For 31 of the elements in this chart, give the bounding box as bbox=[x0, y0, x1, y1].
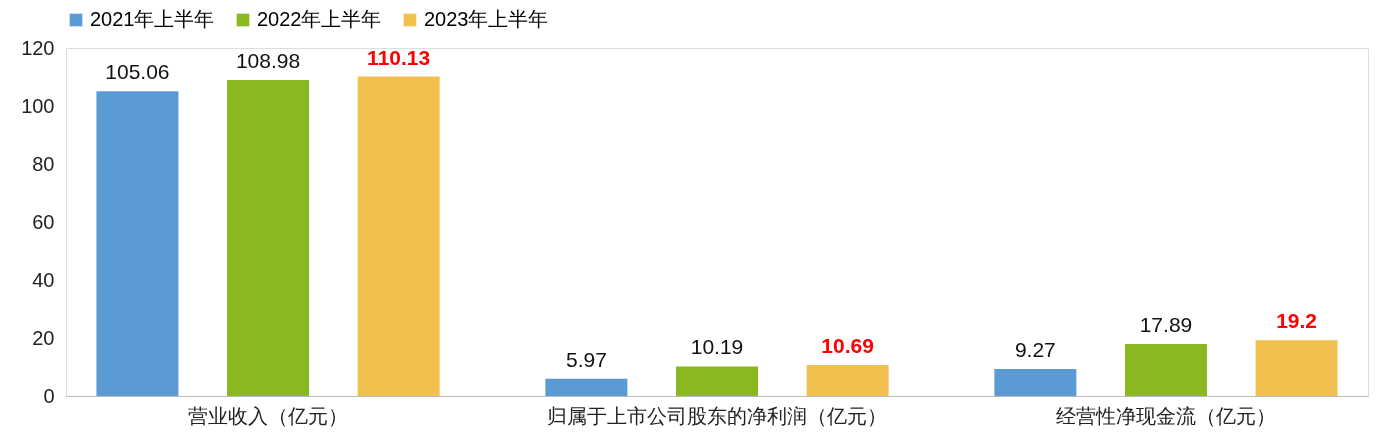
y-tick-label: 0 bbox=[43, 384, 55, 407]
y-tick-label: 20 bbox=[32, 326, 55, 349]
bar bbox=[994, 369, 1077, 396]
bar bbox=[357, 76, 440, 396]
y-tick-label: 40 bbox=[32, 268, 55, 291]
data-label: 108.98 bbox=[235, 48, 301, 72]
bar bbox=[806, 365, 889, 396]
y-tick-label: 80 bbox=[32, 152, 55, 175]
data-label: 10.69 bbox=[821, 334, 874, 357]
data-label: 5.97 bbox=[565, 347, 607, 371]
bar bbox=[227, 79, 310, 396]
data-label: 110.13 bbox=[367, 45, 431, 69]
bar bbox=[545, 378, 628, 396]
bar bbox=[96, 91, 179, 396]
data-label: 9.27 bbox=[1014, 338, 1056, 362]
data-label: 105.06 bbox=[105, 60, 170, 84]
y-tick-label: 100 bbox=[21, 94, 55, 117]
bar bbox=[676, 366, 758, 396]
x-tick-label: 营业收入（亿元） bbox=[188, 404, 349, 427]
legend-label: 2021年上半年 bbox=[90, 8, 215, 30]
x-tick-label: 经营性净现金流（亿元） bbox=[1055, 404, 1276, 427]
data-label: 10.19 bbox=[690, 335, 744, 359]
y-tick-label: 120 bbox=[21, 36, 55, 59]
bar bbox=[1124, 344, 1207, 396]
x-tick-label: 归属于上市公司股东的净利润（亿元） bbox=[547, 404, 887, 427]
legend-label: 2022年上半年 bbox=[257, 8, 382, 30]
data-label: 17.89 bbox=[1139, 313, 1193, 337]
bar bbox=[1255, 340, 1338, 396]
data-label: 19.2 bbox=[1276, 309, 1318, 333]
legend-label: 2023年上半年 bbox=[424, 8, 549, 30]
y-tick-label: 60 bbox=[32, 210, 55, 233]
